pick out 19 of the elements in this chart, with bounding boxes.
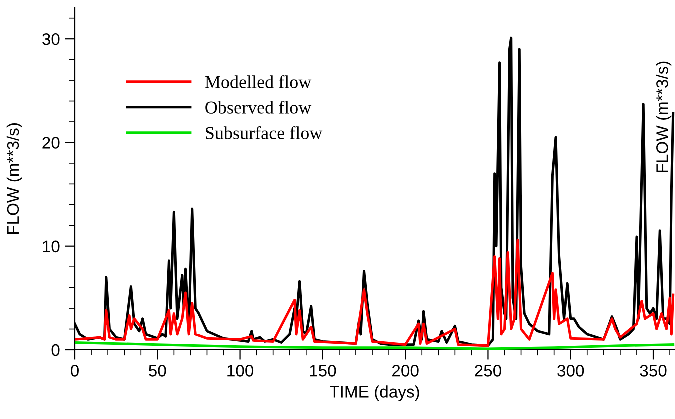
x-tick-label: 100 — [228, 365, 254, 377]
y-axis-title: FLOW (m**3/s) — [6, 124, 22, 234]
line-series — [75, 238, 675, 348]
x-tick-label: 350 — [640, 365, 667, 377]
annotation: FLOW (m**3/s) — [656, 62, 672, 172]
x-tick-label: 200 — [392, 365, 419, 377]
legend-label: Observed flow — [206, 100, 312, 114]
x-tick-label: 150 — [310, 365, 336, 377]
x-tick-label: 0 — [71, 365, 79, 377]
y-tick-label: 0 — [52, 344, 60, 356]
legend-label: Subsurface flow — [206, 126, 323, 140]
x-tick-label: 300 — [558, 365, 584, 377]
y-tick-label: 20 — [42, 137, 60, 149]
x-axis-title: TIME (days) — [330, 386, 420, 402]
x-tick-label: 250 — [475, 365, 502, 377]
y-tick-label: 10 — [43, 240, 60, 253]
x-tick-label: 50 — [149, 365, 166, 377]
y-tick-label: 30 — [42, 33, 60, 46]
legend-label: Modelled flow — [205, 75, 312, 88]
